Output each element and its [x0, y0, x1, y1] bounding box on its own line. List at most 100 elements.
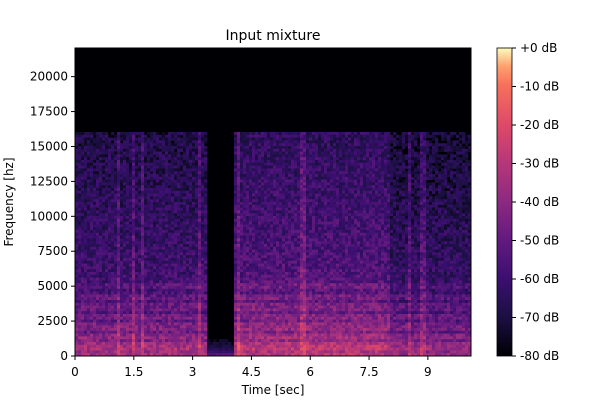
spectrogram-cell	[183, 344, 187, 348]
spectrogram-cell	[246, 302, 250, 306]
spectrogram-cell	[120, 342, 124, 346]
spectrogram-cell	[258, 207, 262, 211]
spectrogram-cell	[240, 140, 244, 144]
spectrogram-cell	[285, 196, 289, 200]
spectrogram-cell	[264, 140, 268, 144]
spectrogram-cell	[111, 157, 115, 161]
spectrogram-cell	[276, 176, 280, 180]
spectrogram-cell	[177, 165, 181, 169]
spectrogram-cell	[156, 342, 160, 346]
spectrogram-cell	[189, 249, 193, 253]
spectrogram-cell	[99, 227, 103, 231]
spectrogram-cell	[186, 202, 190, 206]
spectrogram-cell	[99, 213, 103, 217]
spectrogram-cell	[201, 319, 205, 323]
spectrogram-cell	[120, 302, 124, 306]
spectrogram-cell	[132, 333, 136, 337]
spectrogram-cell	[237, 146, 241, 150]
spectrogram-cell	[267, 316, 271, 320]
spectrogram-cell	[285, 162, 289, 166]
spectrogram-cell	[252, 328, 256, 332]
spectrogram-cell	[180, 143, 184, 147]
spectrogram-cell	[201, 137, 205, 141]
spectrogram-cell	[195, 266, 199, 270]
spectrogram-cell	[141, 302, 145, 306]
spectrogram-cell	[162, 232, 166, 236]
spectrogram-cell	[180, 319, 184, 323]
spectrogram-cell	[102, 202, 106, 206]
spectrogram-cell	[162, 297, 166, 301]
spectrogram-cell	[195, 272, 199, 276]
spectrogram-cell	[156, 182, 160, 186]
spectrogram-cell	[258, 140, 262, 144]
spectrogram-cell	[180, 336, 184, 340]
spectrogram-cell	[132, 199, 136, 203]
spectrogram-cell	[258, 230, 262, 234]
spectrogram-cell	[234, 162, 238, 166]
spectrogram-cell	[237, 269, 241, 273]
spectrogram-cell	[279, 227, 283, 231]
spectrogram-cell	[93, 168, 97, 172]
spectrogram-cell	[105, 235, 109, 239]
spectrogram-cell	[135, 325, 139, 329]
spectrogram-cell	[105, 174, 109, 178]
spectrogram-cell	[285, 188, 289, 192]
spectrogram-cell	[189, 207, 193, 211]
spectrogram-cell	[144, 134, 148, 138]
spectrogram-cell	[168, 230, 172, 234]
spectrogram-cell	[192, 328, 196, 332]
spectrogram-cell	[78, 241, 82, 245]
spectrogram-cell	[189, 314, 193, 318]
spectrogram-cell	[147, 193, 151, 197]
spectrogram-cell	[180, 235, 184, 239]
spectrogram-cell	[267, 260, 271, 264]
spectrogram-cell	[237, 300, 241, 304]
spectrogram-cell	[273, 171, 277, 175]
spectrogram-cell	[159, 252, 163, 256]
spectrogram-cell	[144, 241, 148, 245]
spectrogram-cell	[159, 235, 163, 239]
spectrogram-cell	[135, 294, 139, 298]
spectrogram-cell	[177, 216, 181, 220]
spectrogram-cell	[81, 249, 85, 253]
spectrogram-cell	[135, 302, 139, 306]
spectrogram-cell	[117, 188, 121, 192]
spectrogram-cell	[111, 272, 115, 276]
spectrogram-cell	[156, 146, 160, 150]
spectrogram-cell	[93, 146, 97, 150]
spectrogram-cell	[261, 188, 265, 192]
spectrogram-cell	[126, 154, 130, 158]
spectrogram-cell	[135, 274, 139, 278]
spectrogram-cell	[237, 188, 241, 192]
spectrogram-cell	[249, 218, 253, 222]
spectrogram-cell	[84, 190, 88, 194]
spectrogram-cell	[264, 151, 268, 155]
spectrogram-cell	[195, 196, 199, 200]
spectrogram-cell	[141, 353, 145, 357]
spectrogram-cell	[159, 179, 163, 183]
spectrogram-cell	[126, 241, 130, 245]
spectrogram-cell	[162, 213, 166, 217]
spectrogram-cell	[78, 168, 82, 172]
spectrogram-cell	[279, 336, 283, 340]
spectrogram-cell	[78, 336, 82, 340]
spectrogram-cell	[285, 302, 289, 306]
spectrogram-cell	[255, 336, 259, 340]
spectrogram-cell	[267, 137, 271, 141]
spectrogram-cell	[267, 288, 271, 292]
spectrogram-cell	[243, 199, 247, 203]
spectrogram-cell	[282, 232, 286, 236]
spectrogram-cell	[147, 258, 151, 262]
spectrogram-cell	[279, 221, 283, 225]
spectrogram-cell	[102, 148, 106, 152]
spectrogram-cell	[249, 280, 253, 284]
spectrogram-cell	[240, 179, 244, 183]
spectrogram-cell	[204, 286, 208, 290]
spectrogram-cell	[93, 246, 97, 250]
spectrogram-cell	[207, 342, 211, 346]
spectrogram-cell	[114, 160, 118, 164]
spectrogram-cell	[285, 210, 289, 214]
spectrogram-cell	[261, 157, 265, 161]
spectrogram-cell	[273, 260, 277, 264]
spectrogram-cell	[138, 291, 142, 295]
